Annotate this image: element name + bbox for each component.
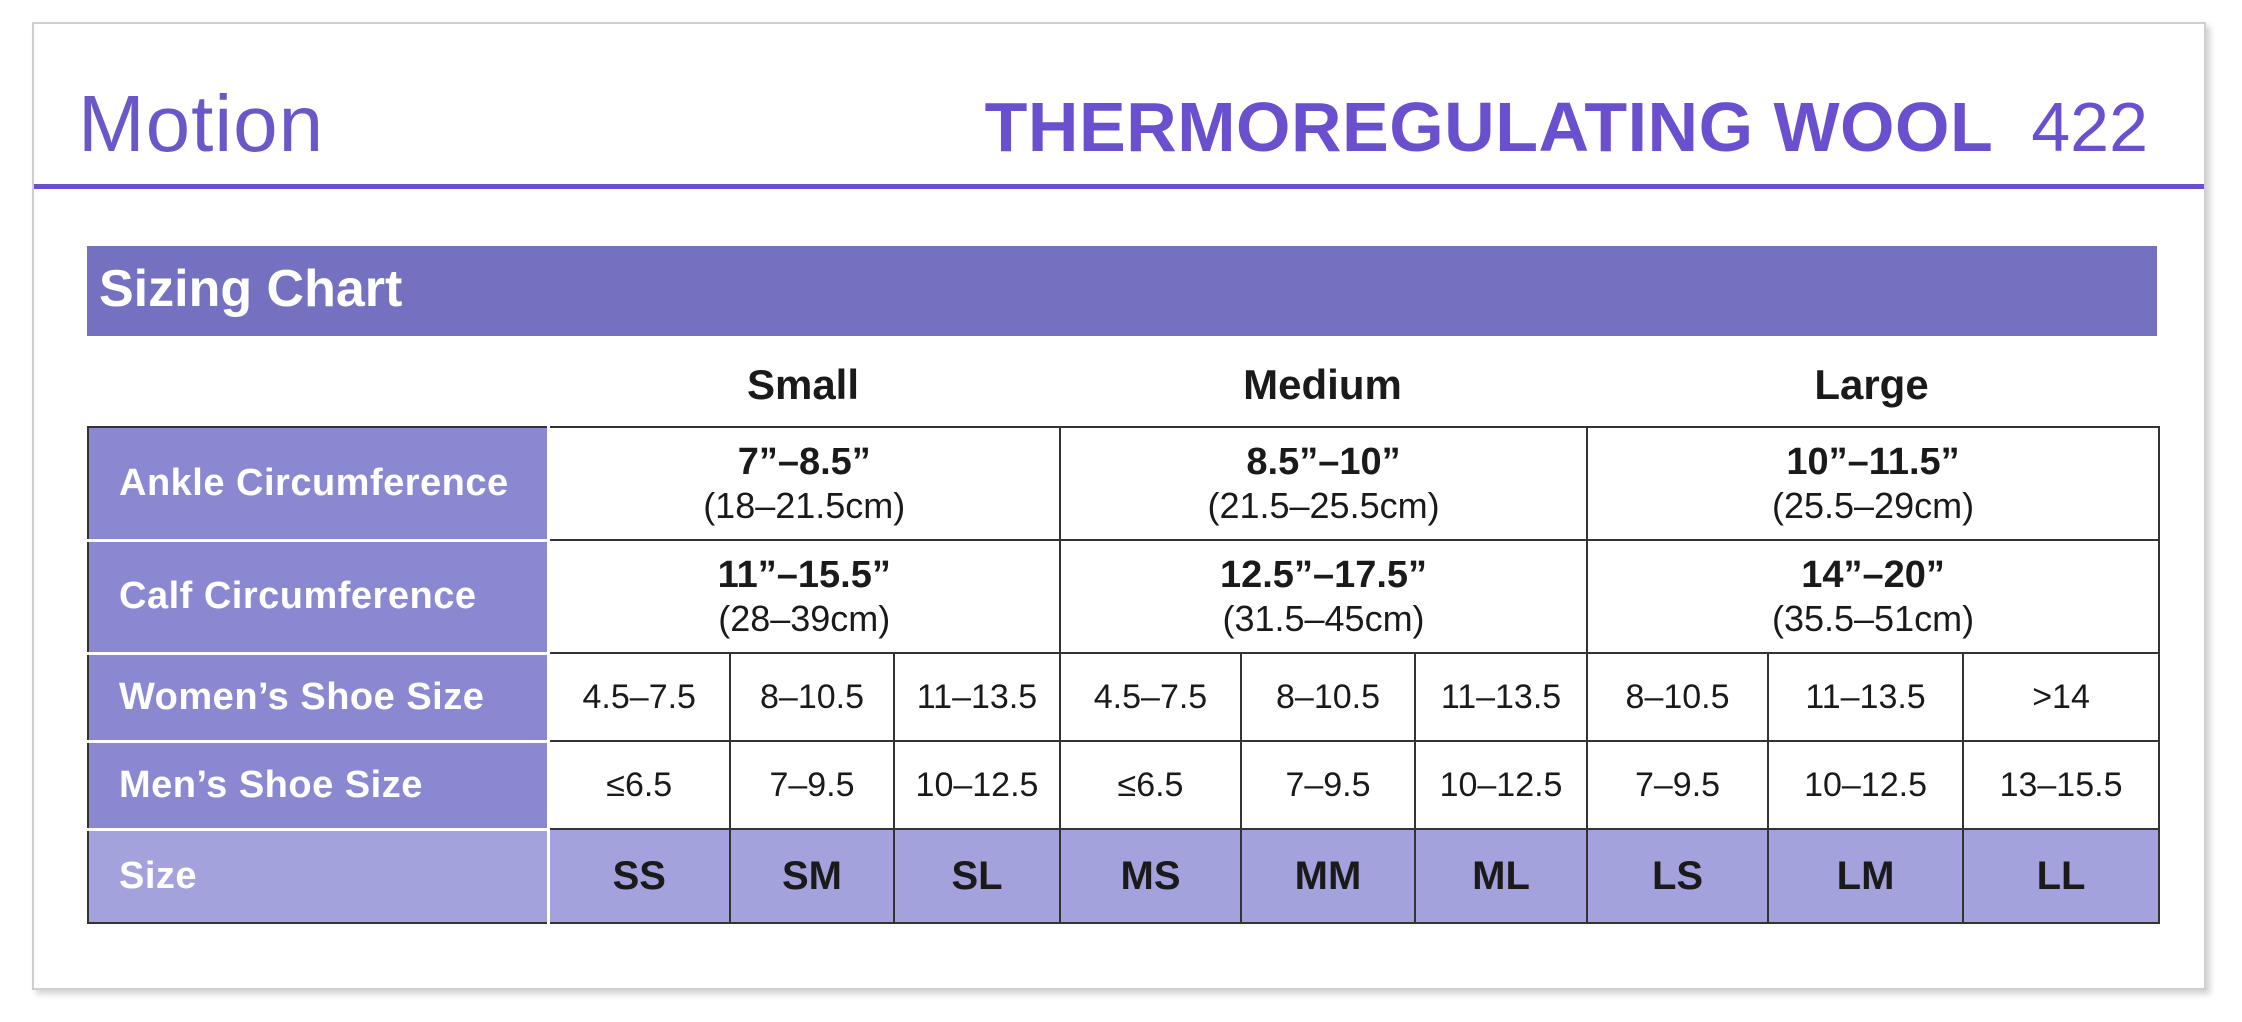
sizing-chart-card: Motion THERMOREGULATING WOOL 422 Sizing C… [32,22,2206,990]
ankle-large-inches: 10”–11.5” [1786,440,1960,483]
row-label-women-shoe: Women’s Shoe Size [87,652,550,743]
brand-name: Motion [78,79,325,168]
ankle-small-inches: 7”–8.5” [737,440,871,483]
table-row-men-shoe: Men’s Shoe Size ≤6.5 7–9.5 10–12.5 ≤6.5 … [87,740,2161,831]
women-shoe-ss: 4.5–7.5 [547,652,731,742]
men-shoe-sl: 10–12.5 [893,740,1061,830]
calf-large-inches: 14”–20” [1801,553,1945,596]
calf-medium-inches: 12.5”–17.5” [1219,553,1428,596]
size-code-sm: SM [729,828,895,924]
sizing-chart-banner: Sizing Chart [87,246,2157,336]
row-label-size: Size [87,828,550,924]
ankle-small-cm: (18–21.5cm) [703,484,906,526]
table-row-ankle: Ankle Circumference 7”–8.5” (18–21.5cm) … [87,426,2161,542]
size-code-lm: LM [1767,828,1965,924]
product-number: 422 [2031,88,2148,166]
size-code-ll: LL [1962,828,2161,924]
women-shoe-sm: 8–10.5 [729,652,895,742]
women-shoe-ml: 11–13.5 [1413,652,1589,742]
row-label-ankle: Ankle Circumference [87,426,550,542]
size-code-ls: LS [1586,828,1770,924]
group-header-large: Large [1814,361,1929,408]
ankle-small: 7”–8.5” (18–21.5cm) [547,426,1061,541]
men-shoe-ll: 13–15.5 [1962,740,2161,830]
ankle-large-cm: (25.5–29cm) [1771,484,1975,526]
header-divider [34,184,2204,189]
banner-title: Sizing Chart [99,260,403,318]
women-shoe-ll: >14 [1962,652,2161,742]
women-shoe-ms: 4.5–7.5 [1059,652,1242,742]
calf-small-cm: (28–39cm) [718,597,891,639]
women-shoe-ls: 8–10.5 [1586,652,1770,742]
calf-large-cm: (35.5–51cm) [1771,597,1975,639]
ankle-medium: 8.5”–10” (21.5–25.5cm) [1058,426,1589,541]
men-shoe-lm: 10–12.5 [1767,740,1965,830]
sizing-table: Ankle Circumference 7”–8.5” (18–21.5cm) … [87,426,2161,924]
calf-small-inches: 11”–15.5” [717,553,891,596]
women-shoe-sl: 11–13.5 [893,652,1061,742]
group-header-small: Small [746,361,860,408]
size-code-mm: MM [1240,828,1416,924]
row-label-men-shoe: Men’s Shoe Size [87,740,550,831]
men-shoe-sm: 7–9.5 [729,740,895,830]
table-row-women-shoe: Women’s Shoe Size 4.5–7.5 8–10.5 11–13.5… [87,652,2161,743]
men-shoe-ss: ≤6.5 [547,740,731,830]
group-header-medium: Medium [1243,361,1402,408]
table-row-size: Size SS SM SL MS MM ML LS LM LL [87,828,2161,924]
size-code-sl: SL [893,828,1061,924]
size-code-ml: ML [1413,828,1589,924]
size-code-ms: MS [1059,828,1242,924]
men-shoe-mm: 7–9.5 [1240,740,1416,830]
product-title: THERMOREGULATING WOOL 422 [985,92,2148,162]
calf-large: 14”–20” (35.5–51cm) [1586,539,2161,654]
ankle-large: 10”–11.5” (25.5–29cm) [1586,426,2161,541]
calf-medium-cm: (31.5–45cm) [1222,597,1425,639]
product-name: THERMOREGULATING WOOL [984,88,1994,166]
men-shoe-ms: ≤6.5 [1059,740,1242,830]
men-shoe-ml: 10–12.5 [1413,740,1589,830]
calf-medium: 12.5”–17.5” (31.5–45cm) [1058,539,1589,654]
table-row-calf: Calf Circumference 11”–15.5” (28–39cm) 1… [87,539,2161,655]
ankle-medium-cm: (21.5–25.5cm) [1207,484,1440,526]
calf-small: 11”–15.5” (28–39cm) [547,539,1061,654]
women-shoe-mm: 8–10.5 [1240,652,1416,742]
ankle-medium-inches: 8.5”–10” [1246,440,1401,483]
men-shoe-ls: 7–9.5 [1586,740,1770,830]
size-code-ss: SS [547,828,731,924]
row-label-calf: Calf Circumference [87,539,550,655]
women-shoe-lm: 11–13.5 [1767,652,1965,742]
